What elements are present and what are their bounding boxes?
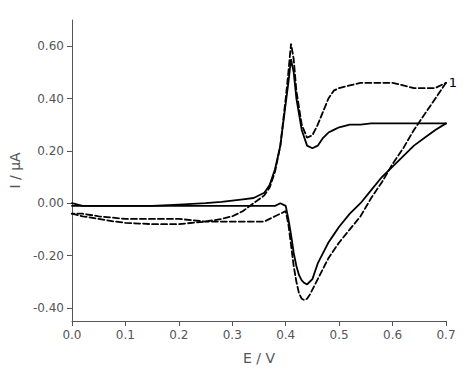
svg-text:0.3: 0.3 [223, 328, 242, 342]
svg-text:1: 1 [449, 75, 457, 90]
svg-text:0.4: 0.4 [276, 328, 295, 342]
svg-text:-0.20: -0.20 [33, 249, 64, 263]
svg-text:0.20: 0.20 [37, 144, 64, 158]
svg-text:E / V: E / V [243, 350, 275, 366]
svg-text:0.2: 0.2 [169, 328, 188, 342]
svg-text:-0.40: -0.40 [33, 301, 64, 315]
svg-text:0.5: 0.5 [330, 328, 349, 342]
svg-text:0.1: 0.1 [116, 328, 135, 342]
svg-text:0.60: 0.60 [37, 39, 64, 53]
svg-text:0.7: 0.7 [436, 328, 455, 342]
svg-text:I / μA: I / μA [7, 152, 23, 189]
svg-text:0.40: 0.40 [37, 92, 64, 106]
svg-text:0.6: 0.6 [383, 328, 402, 342]
svg-text:0.00: 0.00 [37, 196, 64, 210]
svg-text:0.0: 0.0 [62, 328, 81, 342]
